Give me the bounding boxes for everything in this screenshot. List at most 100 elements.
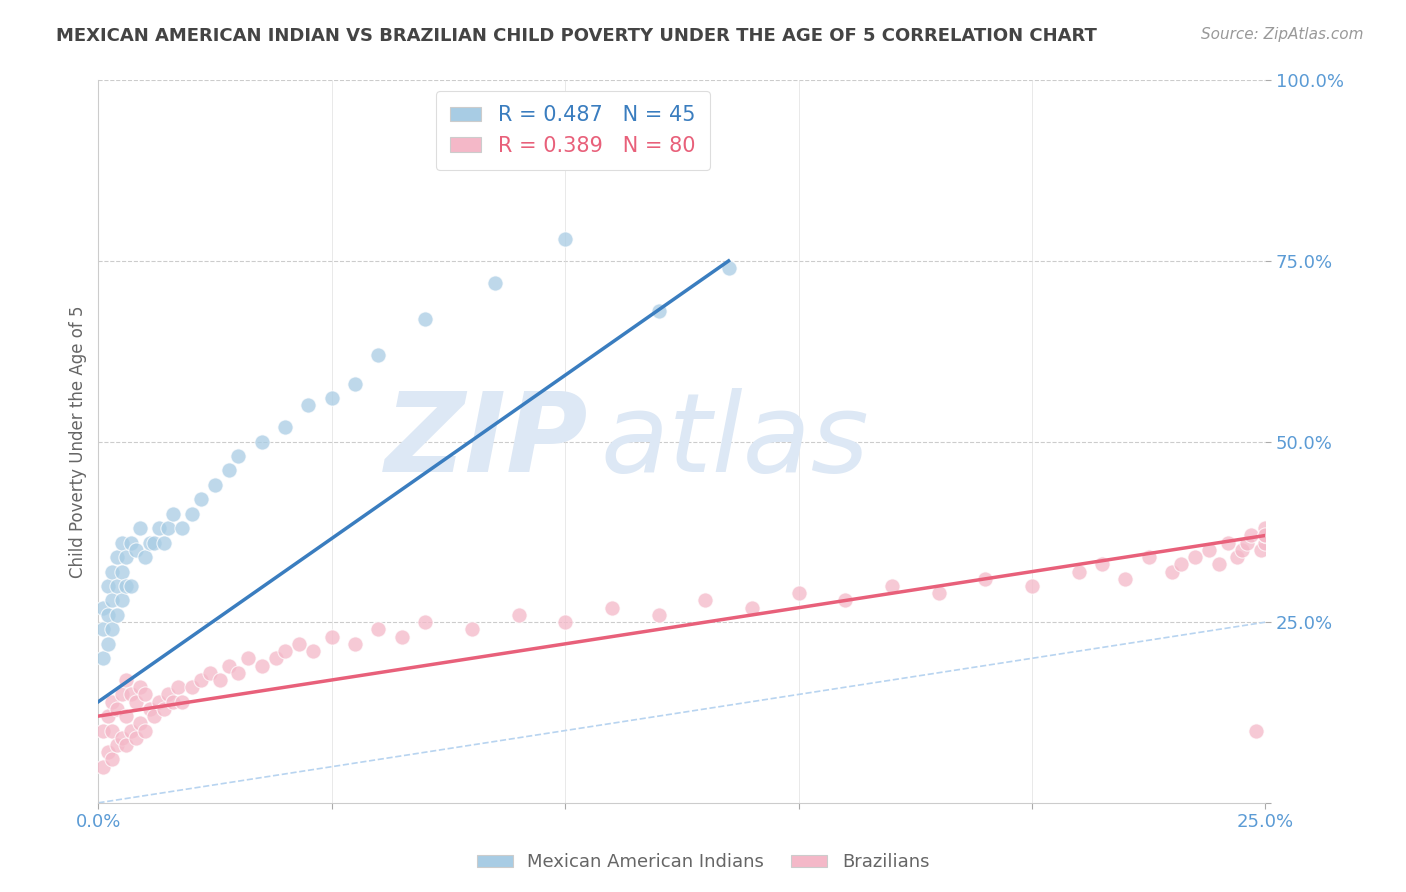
Point <box>101 695 124 709</box>
Point <box>190 673 212 687</box>
Point <box>105 550 128 565</box>
Point <box>111 565 134 579</box>
Point <box>129 716 152 731</box>
Point <box>250 434 273 449</box>
Point <box>1198 542 1220 557</box>
Point <box>250 658 273 673</box>
Point <box>1236 535 1258 549</box>
Point <box>101 623 124 637</box>
Point <box>647 607 669 622</box>
Point <box>172 521 194 535</box>
Point <box>302 644 325 658</box>
Point <box>344 637 367 651</box>
Point <box>91 723 114 738</box>
Point <box>1091 558 1114 572</box>
Point <box>367 348 389 362</box>
Text: atlas: atlas <box>600 388 869 495</box>
Point <box>139 702 162 716</box>
Point <box>297 398 319 412</box>
Y-axis label: Child Poverty Under the Age of 5: Child Poverty Under the Age of 5 <box>69 305 87 578</box>
Point <box>834 593 856 607</box>
Point <box>120 535 142 549</box>
Point <box>162 695 184 709</box>
Point <box>554 232 576 246</box>
Point <box>115 738 138 752</box>
Point <box>208 673 231 687</box>
Point <box>461 623 484 637</box>
Point <box>717 261 740 276</box>
Point <box>97 745 120 759</box>
Point <box>129 680 152 694</box>
Point <box>695 593 717 607</box>
Point <box>101 723 124 738</box>
Point <box>228 665 250 680</box>
Point <box>218 463 240 477</box>
Point <box>288 637 311 651</box>
Point <box>647 304 669 318</box>
Point <box>484 276 506 290</box>
Point <box>928 586 950 600</box>
Point <box>974 572 997 586</box>
Point <box>413 311 436 326</box>
Point <box>91 651 114 665</box>
Point <box>134 687 156 701</box>
Point <box>134 723 156 738</box>
Point <box>105 579 128 593</box>
Point <box>1216 535 1239 549</box>
Point <box>180 680 202 694</box>
Point <box>1244 723 1267 738</box>
Point <box>115 579 138 593</box>
Point <box>554 615 576 630</box>
Point <box>91 600 114 615</box>
Point <box>105 702 128 716</box>
Point <box>204 478 226 492</box>
Point <box>1137 550 1160 565</box>
Point <box>101 593 124 607</box>
Point <box>1254 528 1277 542</box>
Point <box>600 600 623 615</box>
Point <box>228 449 250 463</box>
Point <box>97 709 120 723</box>
Point <box>162 507 184 521</box>
Text: MEXICAN AMERICAN INDIAN VS BRAZILIAN CHILD POVERTY UNDER THE AGE OF 5 CORRELATIO: MEXICAN AMERICAN INDIAN VS BRAZILIAN CHI… <box>56 27 1097 45</box>
Point <box>508 607 530 622</box>
Point <box>101 752 124 766</box>
Point <box>218 658 240 673</box>
Point <box>1230 542 1253 557</box>
Point <box>148 521 170 535</box>
Point <box>787 586 810 600</box>
Point <box>115 673 138 687</box>
Point <box>321 391 343 405</box>
Point <box>741 600 763 615</box>
Point <box>97 637 120 651</box>
Point <box>344 376 367 391</box>
Point <box>101 565 124 579</box>
Point <box>391 630 413 644</box>
Point <box>91 623 114 637</box>
Point <box>321 630 343 644</box>
Point <box>115 550 138 565</box>
Point <box>190 492 212 507</box>
Point <box>172 695 194 709</box>
Point <box>143 535 166 549</box>
Point <box>111 535 134 549</box>
Point <box>129 521 152 535</box>
Point <box>157 521 180 535</box>
Point <box>1161 565 1184 579</box>
Point <box>157 687 180 701</box>
Point <box>139 535 162 549</box>
Point <box>413 615 436 630</box>
Point <box>125 695 148 709</box>
Legend: Mexican American Indians, Brazilians: Mexican American Indians, Brazilians <box>470 847 936 879</box>
Point <box>880 579 903 593</box>
Point <box>1254 528 1277 542</box>
Point <box>200 665 222 680</box>
Text: ZIP: ZIP <box>385 388 589 495</box>
Legend: R = 0.487   N = 45, R = 0.389   N = 80: R = 0.487 N = 45, R = 0.389 N = 80 <box>436 91 710 170</box>
Point <box>111 687 134 701</box>
Point <box>143 709 166 723</box>
Point <box>105 738 128 752</box>
Point <box>120 579 142 593</box>
Point <box>97 607 120 622</box>
Point <box>1184 550 1206 565</box>
